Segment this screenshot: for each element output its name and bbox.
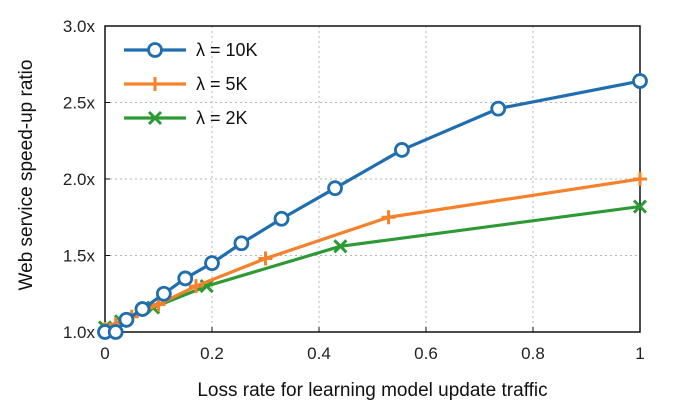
data-point-2k — [632, 199, 648, 214]
x-axis-label: Loss rate for learning model update traf… — [197, 380, 547, 401]
legend-marker-5k — [148, 77, 162, 91]
x-tick-label: 0.4 — [307, 344, 331, 363]
x-axis-ticks: 0 0.2 0.4 0.6 0.8 1 — [100, 327, 645, 363]
data-point-2k — [333, 239, 348, 254]
legend-item-lambda-2k: λ = 2K — [124, 108, 248, 128]
data-point-10k — [107, 324, 124, 340]
x-tick-label: 0.6 — [414, 344, 438, 363]
legend-label-lambda-2k: λ = 2K — [196, 108, 248, 128]
legend-marker-2k — [147, 110, 163, 126]
data-point-10k — [490, 100, 507, 117]
legend-item-lambda-10k: λ = 10K — [124, 40, 258, 60]
series-group — [97, 73, 648, 340]
data-point-10k — [134, 301, 151, 317]
data-point-5k — [151, 297, 166, 312]
legend-marker-10k — [147, 42, 163, 58]
y-tick-label: 2.0x — [63, 170, 96, 189]
series-line-2k — [104, 204, 641, 329]
y-axis-label: Web service speed-up ratio — [16, 60, 37, 291]
data-point-5k — [633, 172, 647, 186]
x-tick-label: 0 — [100, 344, 109, 363]
y-tick-label: 1.5x — [63, 247, 96, 266]
legend: λ = 10K λ = 5K λ = 2K — [124, 40, 258, 128]
legend-item-lambda-5k: λ = 5K — [124, 74, 248, 94]
data-point-10k — [177, 270, 194, 287]
series-5k — [98, 172, 647, 336]
y-tick-label: 1.0x — [63, 323, 96, 342]
data-point-10k — [327, 180, 343, 197]
data-point-10k — [155, 285, 172, 302]
x-tick-label: 0.2 — [200, 344, 224, 363]
series-2k — [97, 199, 648, 335]
data-point-5k — [188, 279, 203, 294]
legend-label-lambda-10k: λ = 10K — [196, 40, 258, 60]
data-point-5k — [258, 251, 273, 266]
data-point-10k — [118, 311, 135, 328]
x-tick-label: 1 — [635, 344, 644, 363]
x-tick-label: 0.8 — [521, 344, 545, 363]
data-point-10k — [204, 255, 220, 272]
data-point-10k — [394, 142, 410, 158]
series-line-5k — [104, 177, 641, 331]
data-point-10k — [273, 210, 290, 227]
data-point-10k — [632, 73, 648, 89]
y-tick-label: 2.5x — [63, 94, 96, 113]
series-10k — [97, 73, 648, 340]
data-point-10k — [233, 235, 250, 252]
data-point-5k — [381, 210, 396, 225]
legend-label-lambda-5k: λ = 5K — [196, 74, 248, 94]
y-tick-label: 3.0x — [63, 17, 96, 36]
y-axis-ticks: 1.0x 1.5x 2.0x 2.5x 3.0x — [63, 17, 110, 342]
